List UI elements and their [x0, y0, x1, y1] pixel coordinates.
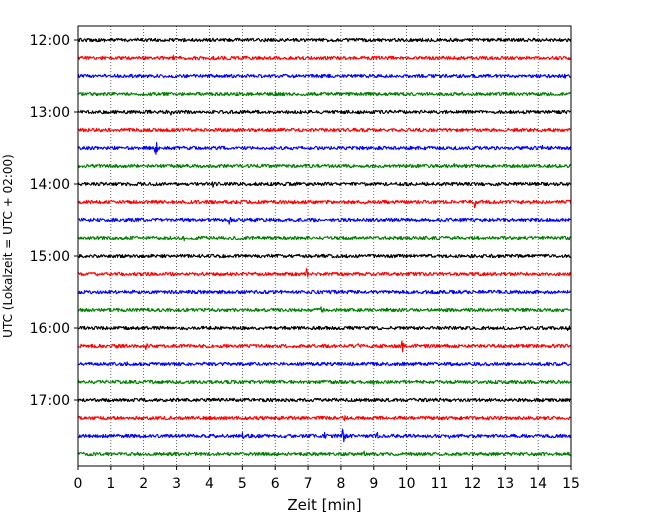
- trace-14:00: [77, 181, 572, 188]
- trace-12:45: [77, 90, 571, 97]
- trace-16:00: [77, 325, 572, 331]
- trace-14:30: [77, 216, 571, 225]
- x-tick-label: 14: [529, 476, 547, 492]
- x-axis-ticks: 0 1 2 3 4 5 6 7 8 9 10 11 12 13 14 15: [74, 466, 580, 492]
- y-tick-label: 16:00: [30, 321, 70, 337]
- vertical-grid: [110, 26, 539, 466]
- y-axis-label: UTC (Lokalzeit = UTC + 02:00): [1, 154, 15, 338]
- x-tick-label: 15: [562, 476, 580, 492]
- trace-12:15: [77, 54, 572, 61]
- x-tick-label: 3: [172, 476, 181, 492]
- trace-17:30: [77, 428, 572, 443]
- x-tick-label: 2: [139, 476, 148, 492]
- x-tick-label: 1: [106, 476, 115, 492]
- trace-17:15: [77, 415, 572, 422]
- trace-14:15: [77, 199, 572, 209]
- plot-frame: [77, 25, 572, 467]
- y-tick-label: 14:00: [30, 177, 70, 193]
- trace-16:30: [77, 361, 571, 367]
- seismogram-traces: [77, 37, 572, 457]
- y-axis-ticks: 12:00 13:00 14:00 15:00 16:00 17:00: [30, 33, 78, 409]
- y-tick-label: 15:00: [30, 249, 70, 265]
- x-tick-label: 12: [463, 476, 481, 492]
- y-tick-label: 17:00: [30, 393, 70, 409]
- trace-15:30: [77, 289, 572, 295]
- trace-15:45: [77, 306, 572, 313]
- x-tick-label: 13: [496, 476, 514, 492]
- x-tick-label: 10: [398, 476, 416, 492]
- x-tick-label: 11: [431, 476, 449, 492]
- x-tick-label: 9: [369, 476, 378, 492]
- trace-15:00: [77, 253, 572, 259]
- x-tick-label: 0: [74, 476, 83, 492]
- trace-14:45: [77, 235, 571, 242]
- x-tick-label: 6: [271, 476, 280, 492]
- trace-16:15: [77, 340, 572, 353]
- trace-16:45: [77, 379, 572, 386]
- trace-13:30: [77, 141, 572, 155]
- y-tick-label: 13:00: [30, 105, 70, 121]
- trace-12:30: [77, 73, 572, 79]
- trace-15:15: [77, 268, 572, 278]
- trace-17:00: [77, 397, 571, 403]
- x-tick-label: 8: [336, 476, 345, 492]
- trace-13:00: [77, 109, 571, 116]
- x-tick-label: 7: [304, 476, 313, 492]
- trace-13:45: [77, 163, 572, 169]
- x-tick-label: 5: [238, 476, 247, 492]
- trace-17:45: [77, 450, 572, 457]
- trace-13:15: [77, 127, 571, 133]
- x-tick-label: 4: [205, 476, 214, 492]
- x-axis-label: Zeit [min]: [287, 496, 361, 514]
- trace-12:00: [77, 37, 572, 43]
- y-tick-label: 12:00: [30, 33, 70, 49]
